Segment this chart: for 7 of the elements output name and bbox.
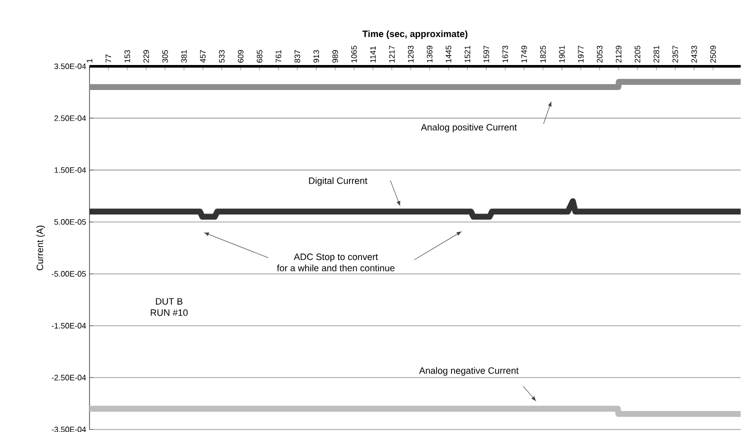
- annotation: ADC Stop to convert for a while and then continue: [276, 253, 395, 272]
- y-axis-title: Current (A): [36, 225, 45, 270]
- annotation: Analog negative Current: [419, 366, 519, 376]
- annotation: Analog positive Current: [420, 124, 517, 132]
- x-axis-title: Time (sec, approximate): [362, 30, 468, 39]
- annotation: DUT B RUN #10: [150, 298, 188, 316]
- annotation: Digital Current: [309, 176, 368, 186]
